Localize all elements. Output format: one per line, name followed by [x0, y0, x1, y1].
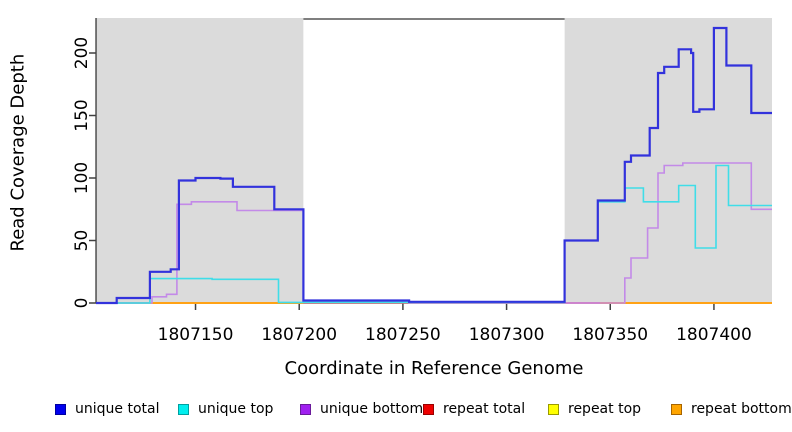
x-tick-label: 1807250	[365, 325, 441, 345]
legend-item-unique-top: unique top	[178, 398, 273, 420]
repeat-region-shading	[96, 18, 304, 303]
legend-item-repeat-total: repeat total	[423, 398, 525, 420]
legend-item-unique-bottom: unique bottom	[300, 398, 423, 420]
plot-canvas: 1807150 1807200 1807250 1807300 1807350 18074…	[72, 18, 772, 345]
x-tick-label: 1807400	[676, 325, 752, 345]
legend-label: unique total	[75, 401, 160, 417]
unique_total-line	[96, 26, 772, 305]
y-tick-label: 0	[72, 298, 92, 309]
legend-label: repeat bottom	[691, 401, 792, 417]
legend-item-repeat-bottom: repeat bottom	[671, 398, 792, 420]
legend-swatch	[55, 403, 66, 415]
legend-swatch	[548, 403, 559, 415]
legend-label: unique top	[198, 401, 274, 417]
y-axis-label: Read Coverage Depth	[7, 53, 29, 252]
legend: unique total unique top unique bottom repea…	[0, 398, 792, 422]
x-tick-label: 1807150	[158, 325, 234, 345]
y-tick-label: 150	[72, 99, 92, 131]
x-tick-label: 1807300	[469, 325, 545, 345]
legend-swatch	[178, 403, 189, 415]
y-tick-label: 100	[72, 162, 92, 194]
legend-swatch	[671, 403, 682, 415]
legend-label: repeat top	[568, 401, 642, 417]
x-tick-label: 1807350	[572, 325, 648, 345]
legend-swatch	[300, 403, 311, 415]
y-tick-label: 50	[72, 230, 92, 252]
x-axis-label: Coordinate in Reference Genome	[284, 358, 584, 379]
y-tick-label: 200	[72, 37, 92, 69]
repeat-region-shading	[564, 18, 772, 303]
legend-item-unique-total: unique total	[55, 398, 159, 420]
legend-item-repeat-top: repeat top	[548, 398, 641, 420]
x-tick-label: 1807200	[261, 325, 337, 345]
legend-swatch	[423, 403, 434, 415]
legend-label: repeat total	[443, 401, 526, 417]
legend-label: unique bottom	[320, 401, 424, 417]
